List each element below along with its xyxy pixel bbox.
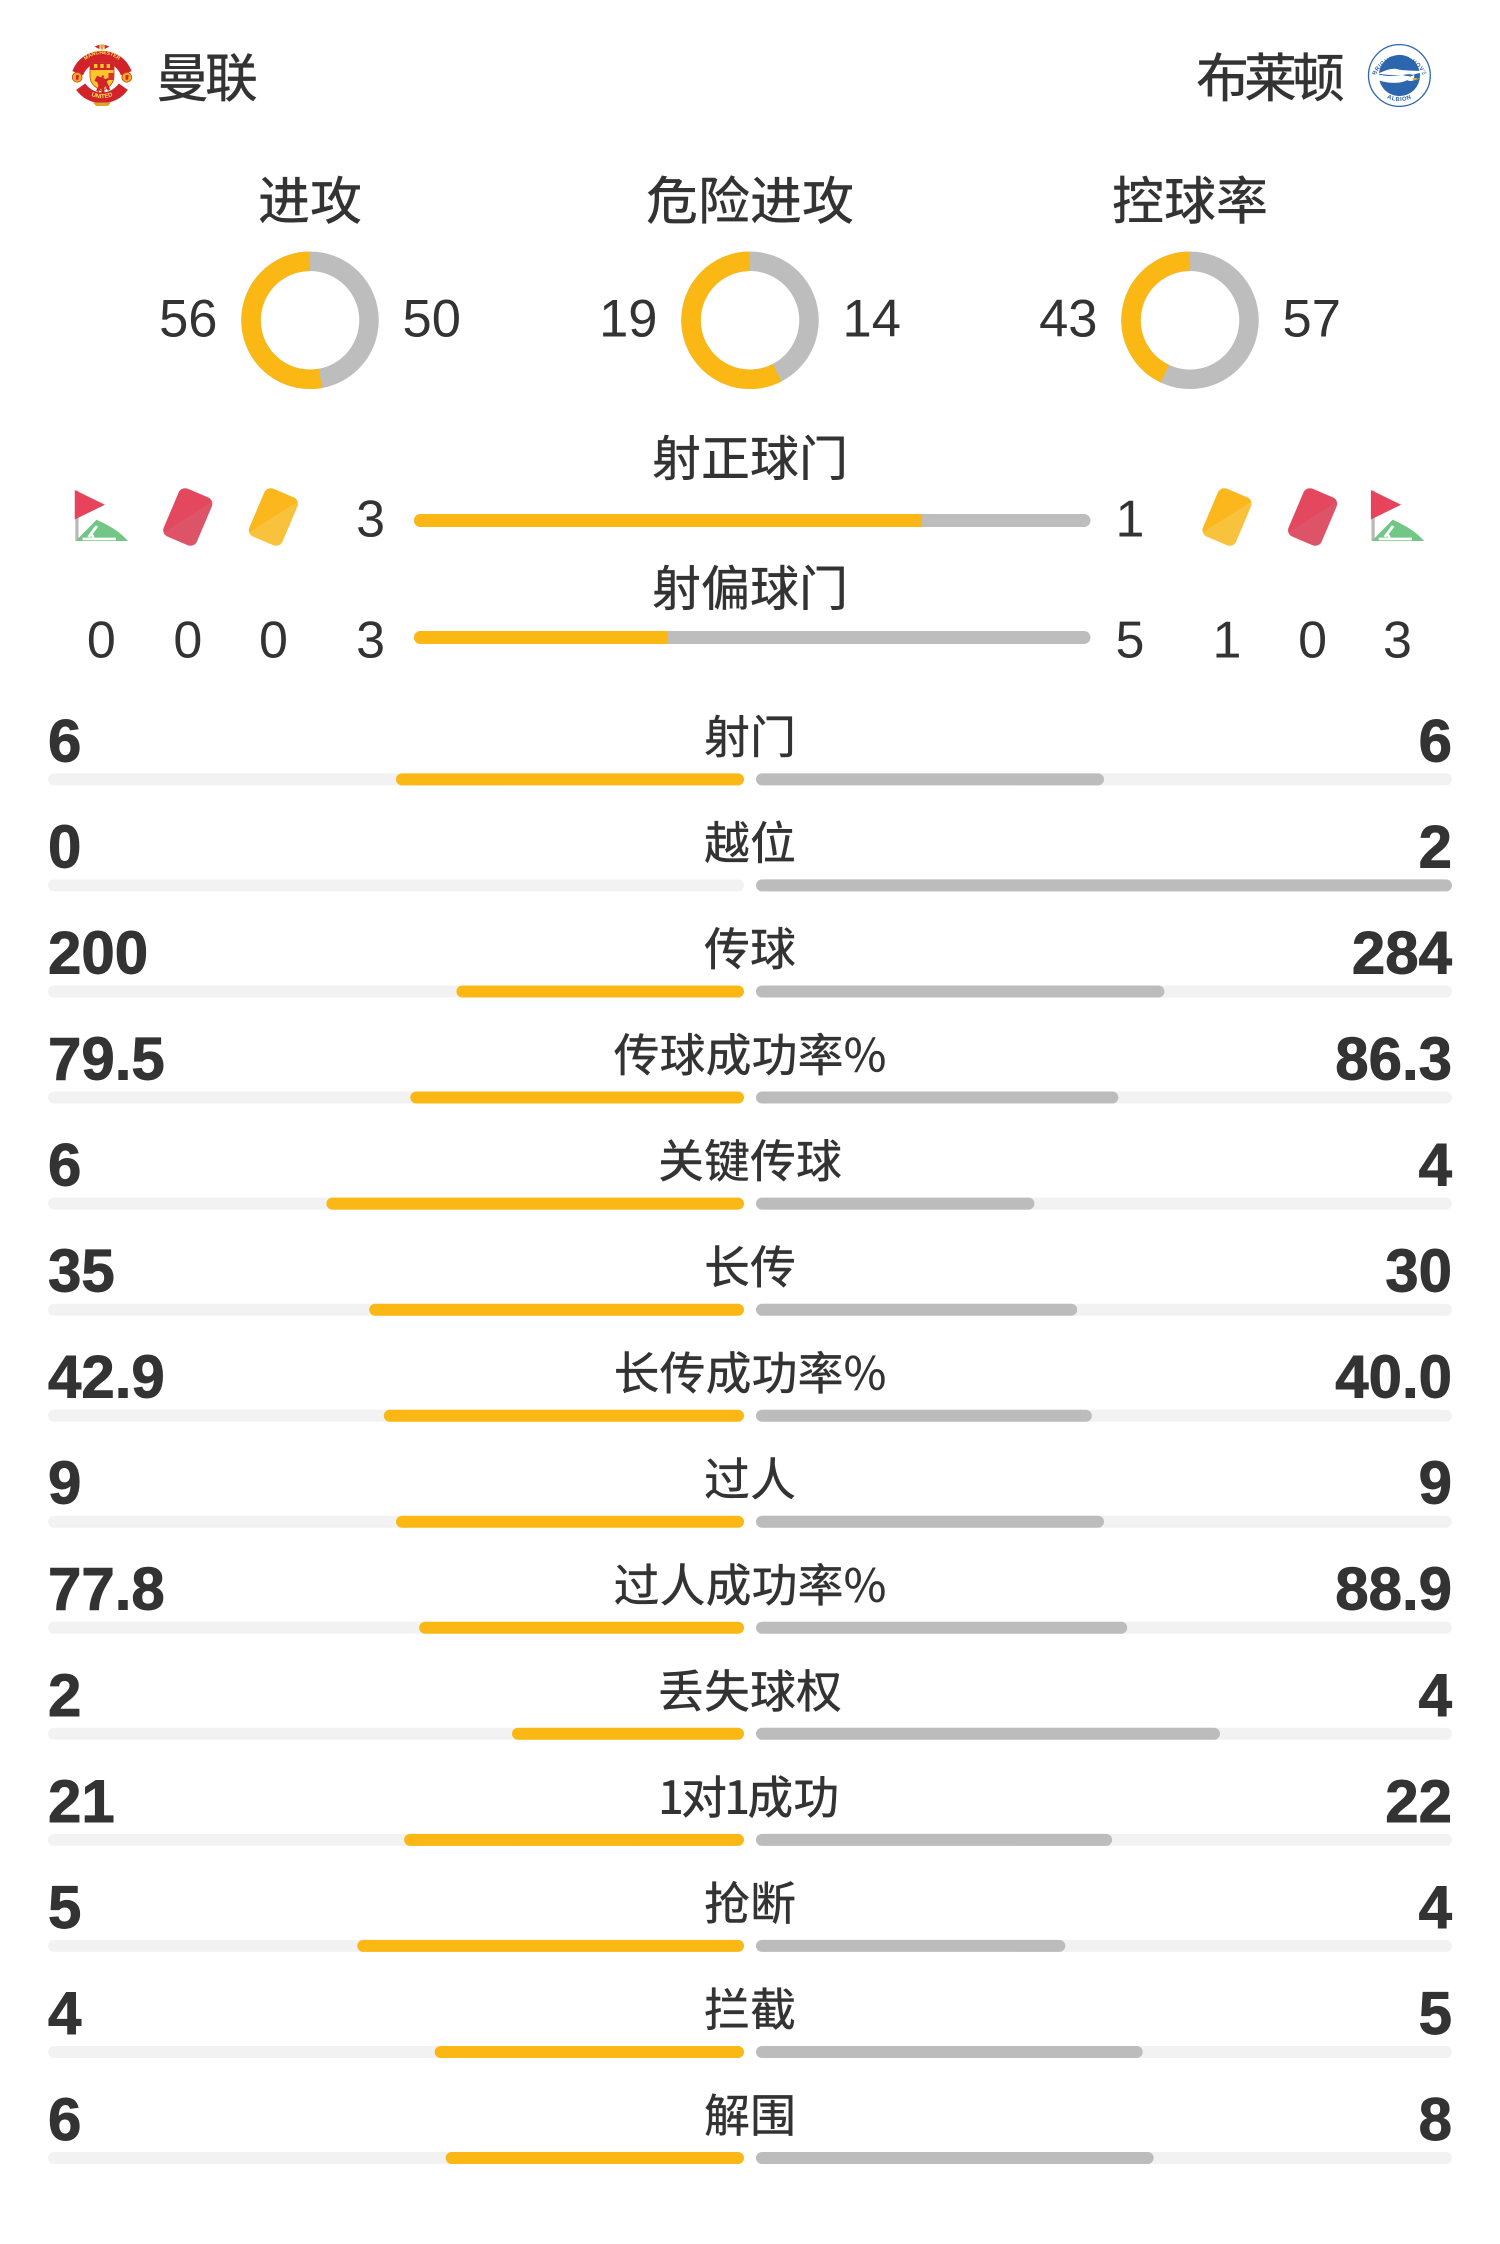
svg-text:14: 14	[843, 290, 901, 349]
svg-text:35: 35	[48, 1238, 115, 1305]
svg-text:1: 1	[1213, 611, 1242, 669]
svg-text:9: 9	[1419, 1450, 1452, 1517]
svg-text:22: 22	[1385, 1768, 1452, 1835]
svg-text:6: 6	[48, 2086, 81, 2153]
svg-text:2: 2	[1419, 813, 1452, 880]
svg-text:50: 50	[403, 290, 461, 349]
svg-text:9: 9	[48, 1450, 81, 1517]
svg-text:79.5: 79.5	[48, 1026, 165, 1093]
svg-text:0: 0	[48, 813, 81, 880]
svg-text:ALBION: ALBION	[1386, 94, 1413, 103]
svg-text:UNITED: UNITED	[90, 92, 114, 100]
svg-text:3: 3	[1383, 611, 1412, 669]
svg-text:77.8: 77.8	[48, 1556, 165, 1623]
svg-text:56: 56	[159, 290, 217, 349]
svg-text:MANCHESTER: MANCHESTER	[83, 50, 121, 62]
svg-text:6: 6	[48, 1132, 81, 1199]
svg-text:0: 0	[87, 611, 116, 669]
svg-text:86.3: 86.3	[1335, 1026, 1452, 1093]
svg-text:4: 4	[1419, 1662, 1453, 1729]
svg-text:40.0: 40.0	[1335, 1344, 1452, 1411]
svg-text:42.9: 42.9	[48, 1344, 165, 1411]
svg-text:4: 4	[48, 1980, 82, 2047]
svg-text:43: 43	[1039, 290, 1097, 349]
svg-text:1: 1	[1116, 491, 1145, 549]
svg-text:3: 3	[356, 491, 385, 549]
svg-text:3: 3	[356, 611, 385, 669]
svg-text:8: 8	[1419, 2086, 1452, 2153]
svg-text:5: 5	[48, 1874, 81, 1941]
svg-text:6: 6	[48, 707, 81, 774]
svg-text:5: 5	[1419, 1980, 1452, 2047]
svg-text:200: 200	[48, 919, 148, 986]
svg-text:0: 0	[1298, 611, 1327, 669]
svg-text:21: 21	[48, 1768, 115, 1835]
svg-text:19: 19	[599, 290, 657, 349]
svg-text:6: 6	[1419, 707, 1452, 774]
svg-text:5: 5	[1116, 611, 1145, 669]
svg-text:0: 0	[173, 611, 202, 669]
svg-text:2: 2	[48, 1662, 81, 1729]
svg-text:284: 284	[1352, 919, 1453, 986]
svg-text:4: 4	[1419, 1874, 1453, 1941]
svg-text:88.9: 88.9	[1335, 1556, 1452, 1623]
svg-text:57: 57	[1283, 290, 1341, 349]
svg-text:0: 0	[259, 611, 288, 669]
svg-text:30: 30	[1385, 1238, 1452, 1305]
svg-text:4: 4	[1419, 1132, 1453, 1199]
